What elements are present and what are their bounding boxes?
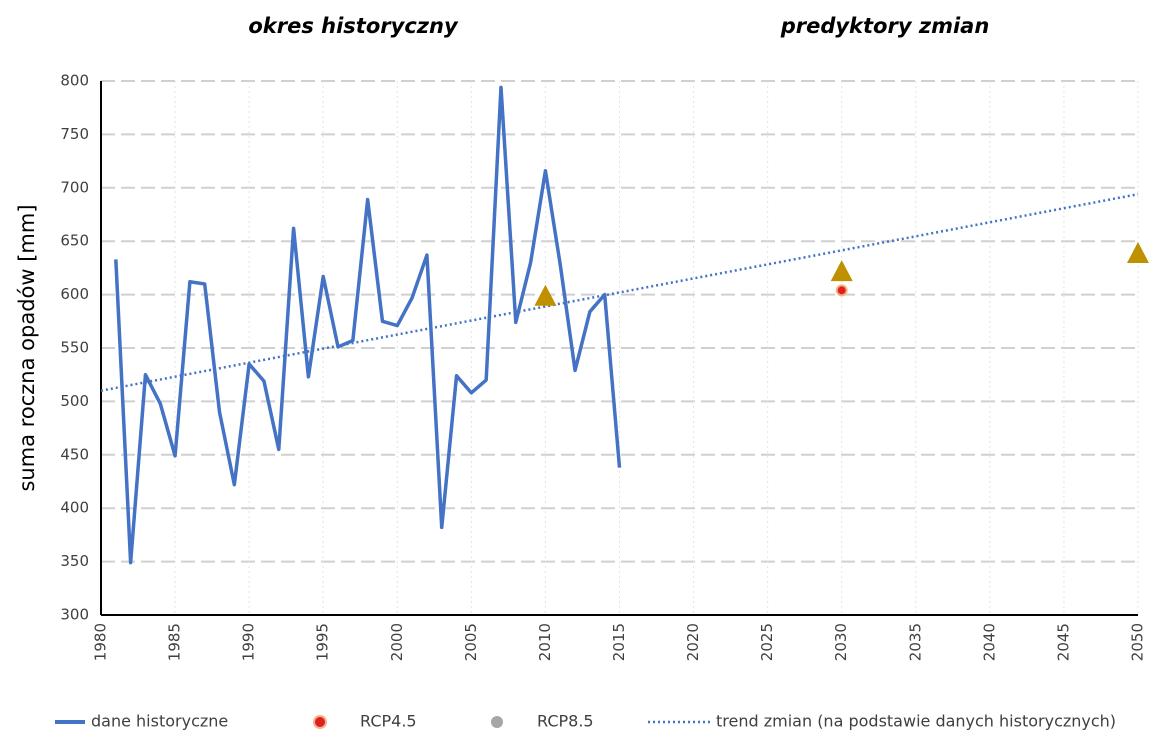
x-tick-label: 1980 [92,623,110,661]
x-tick-label: 2020 [684,623,702,661]
x-tick-label: 1995 [314,623,332,661]
y-tick-label: 300 [60,606,89,624]
x-tick-label: 2035 [906,623,924,661]
x-tick-label: 1990 [240,623,258,661]
x-tick-label: 2000 [388,623,406,661]
x-tick-label: 2040 [980,623,998,661]
x-tick-label: 1985 [166,623,184,661]
y-tick-label: 500 [60,392,89,410]
x-tick-label: 2015 [610,623,628,661]
y-tick-label: 650 [60,232,89,250]
x-tick-label: 2045 [1054,623,1072,661]
y-tick-label: 400 [60,499,89,517]
legend-label: dane historyczne [91,712,228,731]
legend-label: RCP4.5 [360,712,417,731]
legend-label: trend zmian (na podstawie danych history… [716,712,1116,731]
y-tick-label: 450 [60,445,89,463]
y-tick-label: 750 [60,125,89,143]
annotation: predyktory zmian [780,14,990,38]
x-tick-label: 2050 [1129,623,1147,661]
y-tick-label: 700 [60,178,89,196]
legend-marker [313,715,327,729]
x-tick-label: 2025 [758,623,776,661]
annotation: okres historyczny [248,14,459,38]
y-tick-label: 800 [60,72,89,90]
data-point [534,284,557,306]
x-tick-label: 2005 [462,623,480,661]
data-point [830,260,853,282]
x-tick-label: 2030 [832,623,850,661]
y-tick-label: 550 [60,339,89,357]
data-line [100,192,1139,392]
y-tick-label: 350 [60,552,89,570]
y-tick-label: 600 [60,285,89,303]
y-axis-label: suma roczna opadów [mm] [15,204,39,491]
data-point [835,284,848,297]
legend-marker [491,716,503,728]
data-line [114,85,622,565]
x-tick-label: 2010 [536,623,554,661]
data-point [1127,242,1149,264]
legend-label: RCP8.5 [537,712,594,731]
